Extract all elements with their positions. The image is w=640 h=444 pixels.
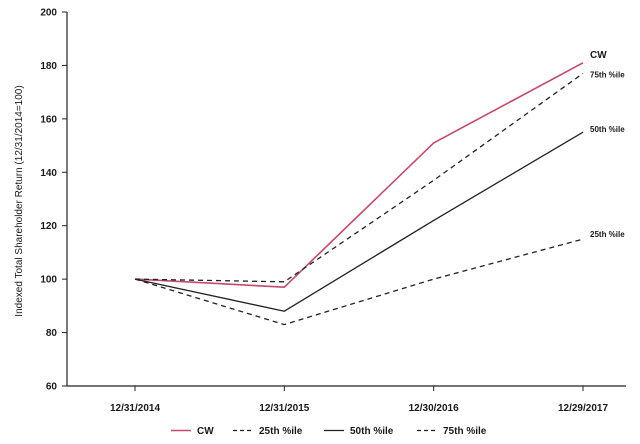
series-end-label: 75th %ile [590, 70, 625, 79]
series-line-25th-ile [134, 238, 584, 326]
x-tick-label: 12/30/2016 [409, 403, 459, 414]
legend-label: 75th %ile [443, 426, 487, 437]
series-line-50th-ile [134, 131, 584, 312]
y-tick-label: 140 [40, 168, 57, 179]
y-tick-label: 100 [40, 275, 57, 286]
series-line-75th-ile [134, 72, 584, 283]
legend-label: 50th %ile [350, 426, 394, 437]
y-tick-label: 200 [40, 8, 57, 19]
x-tick-label: 12/31/2014 [110, 403, 160, 414]
series-end-label: 25th %ile [590, 230, 625, 239]
series-line-cw [134, 62, 584, 289]
x-axis-ticks: 12/31/2014 12/31/2015 12/30/2016 12/29/2017 [110, 386, 608, 414]
x-tick-label: 12/29/2017 [558, 403, 608, 414]
axes [66, 12, 626, 387]
legend-label: CW [197, 426, 214, 437]
y-tick-label: 60 [46, 382, 58, 393]
legend: CW 25th %ile 50th %ile 75th %ile [171, 426, 487, 437]
y-tick-label: 120 [40, 221, 57, 232]
y-tick-label: 80 [46, 328, 58, 339]
y-tick-label: 160 [40, 114, 57, 125]
series-end-labels: CW 25th %ile 50th %ile 75th %ile [590, 50, 625, 239]
x-tick-label: 12/31/2015 [259, 403, 309, 414]
legend-label: 25th %ile [259, 426, 303, 437]
series-end-label: CW [590, 50, 607, 61]
y-tick-label: 180 [40, 61, 57, 72]
y-axis-ticks: 60 80 100 120 140 160 180 200 [40, 8, 67, 393]
y-axis-title: Indexed Total Shareholder Return (12/31/… [14, 85, 25, 316]
series-lines [134, 62, 584, 326]
series-end-label: 50th %ile [590, 125, 625, 134]
